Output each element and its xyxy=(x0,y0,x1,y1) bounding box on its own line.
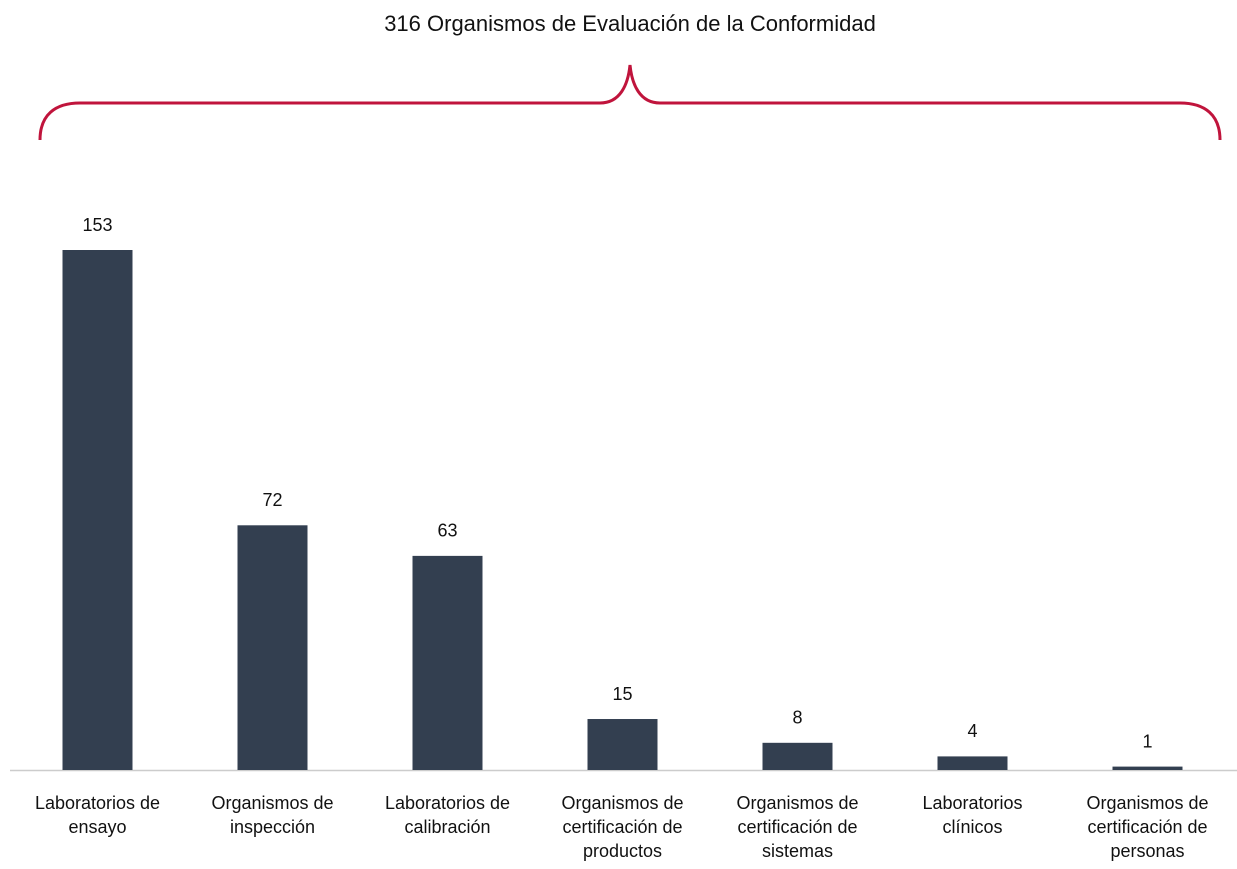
data-label: 4 xyxy=(967,721,977,741)
x-tick-label: Laboratorios de ensayo xyxy=(34,793,161,837)
bar xyxy=(587,719,658,770)
data-label: 153 xyxy=(82,215,112,235)
data-label: 8 xyxy=(792,708,802,728)
x-tick-label: Laboratorios clínicos xyxy=(922,793,1023,837)
data-label: 63 xyxy=(437,521,457,541)
x-tick-label: Organismos de certificación de productos xyxy=(561,793,684,861)
data-label: 72 xyxy=(262,490,282,510)
x-tick-label: Organismos de certificación de personas xyxy=(1086,793,1209,861)
bar xyxy=(237,525,308,770)
bar xyxy=(937,756,1008,770)
bar xyxy=(1112,766,1183,770)
data-label: 1 xyxy=(1142,731,1152,751)
x-tick-label: Organismos de certificación de sistemas xyxy=(736,793,859,861)
x-tick-label: Organismos de inspección xyxy=(211,793,334,837)
chart-title: 316 Organismos de Evaluación de la Confo… xyxy=(384,11,876,36)
data-label: 15 xyxy=(612,684,632,704)
x-tick-label: Laboratorios de calibración xyxy=(384,793,511,837)
bar xyxy=(762,742,833,770)
brace xyxy=(38,64,1222,141)
bar xyxy=(62,250,133,770)
bar xyxy=(412,555,483,770)
